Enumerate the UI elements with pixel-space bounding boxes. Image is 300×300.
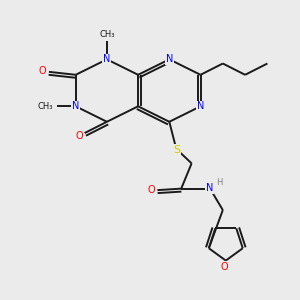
Text: O: O [147, 185, 155, 195]
Text: N: N [206, 183, 213, 193]
Text: O: O [39, 66, 46, 76]
Text: S: S [173, 145, 180, 155]
Text: H: H [216, 178, 223, 187]
Text: N: N [166, 54, 173, 64]
Text: CH₃: CH₃ [99, 30, 115, 39]
Text: CH₃: CH₃ [38, 102, 53, 111]
Text: O: O [220, 262, 228, 272]
Text: N: N [197, 101, 204, 111]
Text: N: N [72, 101, 80, 111]
Text: N: N [103, 54, 111, 64]
Text: O: O [76, 131, 83, 141]
